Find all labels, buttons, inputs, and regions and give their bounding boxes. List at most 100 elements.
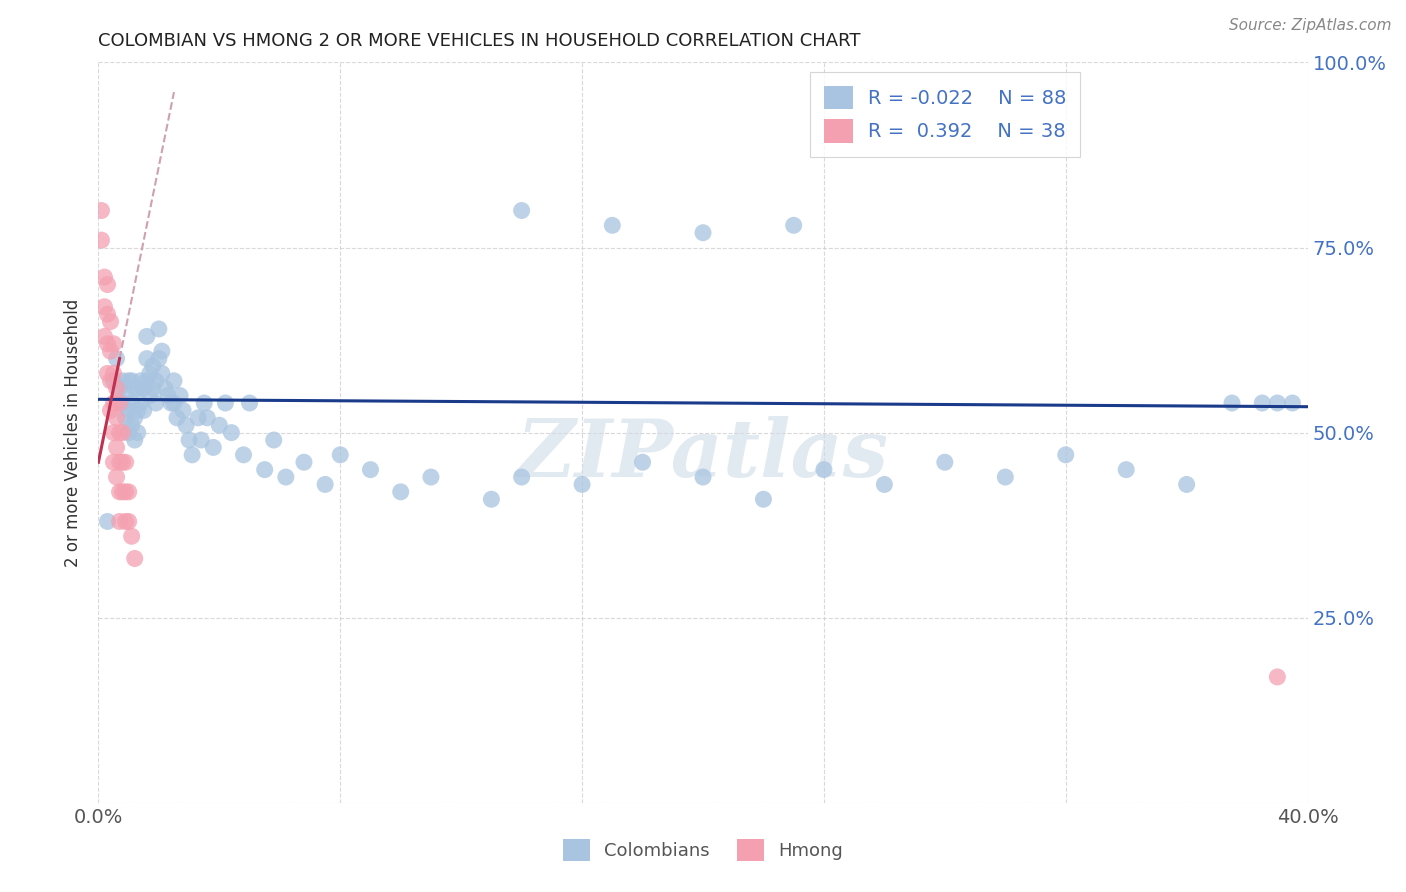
Point [389, 484, 412, 499]
Point [111, 396, 134, 410]
Point [481, 492, 503, 507]
Point [132, 381, 155, 395]
Point [1115, 462, 1137, 476]
Point [127, 381, 149, 395]
Point [127, 403, 149, 417]
Point [105, 470, 128, 484]
Point [127, 425, 149, 440]
Point [118, 515, 141, 529]
Point [114, 515, 136, 529]
Point [163, 374, 186, 388]
Point [124, 551, 146, 566]
Point [100, 344, 122, 359]
Point [135, 374, 157, 388]
Point [602, 219, 624, 233]
Point [103, 336, 125, 351]
Point [187, 410, 209, 425]
Point [103, 455, 125, 469]
Point [752, 492, 775, 507]
Point [105, 381, 128, 395]
Y-axis label: 2 or more Vehicles in Household: 2 or more Vehicles in Household [65, 299, 83, 566]
Point [121, 374, 143, 388]
Point [105, 441, 128, 455]
Point [105, 410, 128, 425]
Point [114, 388, 136, 402]
Point [93, 329, 115, 343]
Point [169, 388, 191, 402]
Point [193, 396, 215, 410]
Point [1281, 396, 1303, 410]
Point [108, 396, 131, 410]
Point [96, 277, 118, 292]
Point [139, 388, 162, 402]
Point [1267, 670, 1289, 684]
Point [172, 403, 194, 417]
Point [263, 433, 285, 447]
Point [96, 515, 118, 529]
Point [103, 374, 125, 388]
Point [253, 462, 276, 476]
Point [142, 359, 165, 373]
Point [145, 396, 167, 410]
Point [100, 403, 122, 417]
Point [108, 381, 131, 395]
Point [142, 381, 165, 395]
Point [145, 374, 167, 388]
Point [181, 448, 204, 462]
Point [100, 374, 122, 388]
Text: COLOMBIAN VS HMONG 2 OR MORE VEHICLES IN HOUSEHOLD CORRELATION CHART: COLOMBIAN VS HMONG 2 OR MORE VEHICLES IN… [98, 32, 860, 50]
Point [118, 425, 141, 440]
Point [156, 388, 179, 402]
Point [166, 410, 188, 425]
Point [274, 470, 297, 484]
Point [292, 455, 315, 469]
Point [121, 396, 143, 410]
Point [90, 233, 112, 247]
Point [150, 367, 173, 381]
Point [190, 433, 212, 447]
Point [783, 219, 806, 233]
Point [1267, 396, 1289, 410]
Point [934, 455, 956, 469]
Point [135, 351, 157, 366]
Point [329, 448, 352, 462]
Point [90, 203, 112, 218]
Point [631, 455, 654, 469]
Point [232, 448, 254, 462]
Point [108, 425, 131, 440]
Point [1220, 396, 1243, 410]
Point [1175, 477, 1198, 491]
Point [510, 470, 533, 484]
Point [314, 477, 336, 491]
Point [111, 374, 134, 388]
Point [118, 484, 141, 499]
Point [179, 433, 201, 447]
Point [153, 381, 176, 395]
Point [148, 351, 170, 366]
Point [96, 336, 118, 351]
Point [111, 484, 134, 499]
Point [103, 396, 125, 410]
Point [202, 441, 225, 455]
Point [239, 396, 262, 410]
Point [360, 462, 382, 476]
Point [121, 529, 143, 543]
Point [214, 396, 236, 410]
Point [510, 203, 533, 218]
Point [93, 300, 115, 314]
Point [114, 410, 136, 425]
Point [1054, 448, 1077, 462]
Point [108, 515, 131, 529]
Text: Source: ZipAtlas.com: Source: ZipAtlas.com [1229, 18, 1392, 33]
Point [129, 396, 152, 410]
Point [813, 462, 835, 476]
Point [118, 374, 141, 388]
Point [93, 270, 115, 285]
Point [114, 484, 136, 499]
Point [873, 477, 896, 491]
Legend: Colombians, Hmong: Colombians, Hmong [555, 831, 851, 868]
Text: ZIPatlas: ZIPatlas [517, 416, 889, 493]
Point [103, 425, 125, 440]
Point [111, 455, 134, 469]
Point [96, 307, 118, 321]
